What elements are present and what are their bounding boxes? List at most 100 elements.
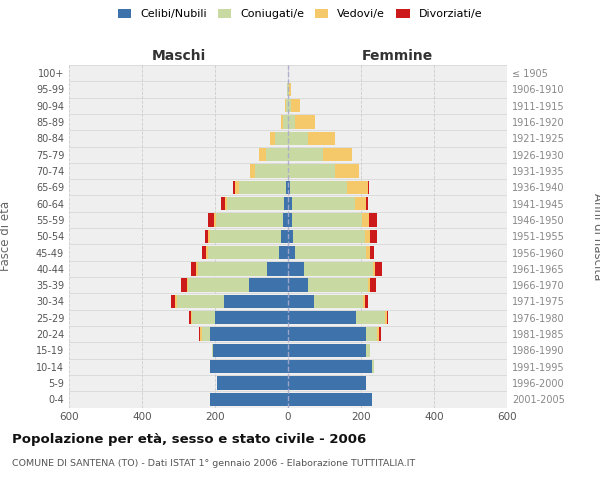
Bar bbox=[275, 132, 288, 145]
Bar bbox=[281, 230, 288, 243]
Bar bbox=[370, 214, 377, 226]
Bar bbox=[385, 311, 386, 324]
Bar bbox=[288, 230, 293, 243]
Bar bbox=[375, 262, 382, 276]
Bar bbox=[209, 360, 288, 374]
Bar bbox=[212, 344, 213, 357]
Bar bbox=[323, 148, 352, 162]
Bar bbox=[288, 278, 308, 292]
Bar bbox=[355, 197, 366, 210]
Bar bbox=[363, 295, 365, 308]
Bar bbox=[200, 328, 202, 341]
Bar bbox=[367, 344, 370, 357]
Bar bbox=[283, 214, 288, 226]
Bar bbox=[176, 295, 224, 308]
Bar bbox=[292, 197, 355, 210]
Bar bbox=[281, 116, 283, 129]
Bar bbox=[233, 180, 235, 194]
Bar bbox=[367, 328, 377, 341]
Bar bbox=[379, 328, 381, 341]
Text: Fasce di età: Fasce di età bbox=[0, 201, 13, 272]
Bar bbox=[288, 83, 289, 96]
Bar bbox=[187, 278, 188, 292]
Bar bbox=[367, 246, 370, 259]
Bar bbox=[314, 295, 363, 308]
Bar bbox=[250, 164, 255, 177]
Bar bbox=[188, 278, 248, 292]
Bar bbox=[288, 344, 367, 357]
Bar bbox=[196, 262, 198, 276]
Bar bbox=[288, 164, 335, 177]
Bar bbox=[267, 262, 288, 276]
Bar bbox=[304, 262, 373, 276]
Bar bbox=[199, 328, 200, 341]
Bar bbox=[386, 311, 388, 324]
Bar bbox=[286, 99, 288, 112]
Bar bbox=[356, 311, 385, 324]
Bar bbox=[370, 230, 377, 243]
Bar bbox=[171, 295, 175, 308]
Bar bbox=[370, 278, 376, 292]
Bar bbox=[368, 278, 370, 292]
Bar bbox=[209, 392, 288, 406]
Bar bbox=[288, 295, 314, 308]
Bar bbox=[290, 180, 347, 194]
Bar bbox=[235, 180, 239, 194]
Bar bbox=[227, 197, 284, 210]
Bar bbox=[293, 230, 365, 243]
Bar bbox=[347, 180, 368, 194]
Bar bbox=[288, 148, 323, 162]
Bar bbox=[289, 83, 290, 96]
Legend: Celibi/Nubili, Coniugati/e, Vedovi/e, Divorziati/e: Celibi/Nubili, Coniugati/e, Vedovi/e, Di… bbox=[115, 6, 485, 22]
Bar bbox=[208, 214, 214, 226]
Bar bbox=[288, 197, 292, 210]
Bar bbox=[377, 328, 379, 341]
Bar bbox=[288, 132, 308, 145]
Bar bbox=[288, 262, 304, 276]
Bar bbox=[288, 360, 372, 374]
Bar bbox=[308, 132, 335, 145]
Bar bbox=[205, 230, 208, 243]
Bar bbox=[210, 230, 281, 243]
Bar bbox=[291, 99, 300, 112]
Bar bbox=[288, 180, 290, 194]
Bar bbox=[283, 116, 288, 129]
Bar bbox=[288, 328, 367, 341]
Bar bbox=[308, 278, 368, 292]
Bar bbox=[213, 344, 288, 357]
Bar bbox=[181, 278, 187, 292]
Bar bbox=[198, 262, 267, 276]
Bar bbox=[208, 230, 210, 243]
Bar bbox=[225, 197, 227, 210]
Bar bbox=[221, 197, 225, 210]
Bar bbox=[372, 360, 374, 374]
Bar bbox=[209, 328, 288, 341]
Bar bbox=[189, 311, 191, 324]
Bar bbox=[365, 295, 368, 308]
Text: Anni di nascita: Anni di nascita bbox=[590, 192, 600, 280]
Bar bbox=[366, 197, 368, 210]
Bar bbox=[202, 246, 206, 259]
Bar bbox=[208, 246, 279, 259]
Bar bbox=[259, 148, 266, 162]
Bar bbox=[248, 278, 288, 292]
Bar bbox=[224, 295, 288, 308]
Bar bbox=[279, 246, 288, 259]
Bar bbox=[191, 311, 193, 324]
Bar bbox=[266, 148, 288, 162]
Bar bbox=[288, 311, 356, 324]
Bar bbox=[214, 214, 216, 226]
Bar bbox=[292, 214, 362, 226]
Bar bbox=[239, 180, 286, 194]
Bar bbox=[365, 230, 370, 243]
Bar bbox=[217, 376, 288, 390]
Bar bbox=[255, 164, 288, 177]
Bar bbox=[215, 311, 288, 324]
Bar bbox=[287, 83, 288, 96]
Bar bbox=[362, 214, 370, 226]
Bar bbox=[288, 214, 292, 226]
Bar bbox=[373, 262, 375, 276]
Bar bbox=[175, 295, 176, 308]
Bar bbox=[288, 376, 367, 390]
Bar bbox=[206, 246, 208, 259]
